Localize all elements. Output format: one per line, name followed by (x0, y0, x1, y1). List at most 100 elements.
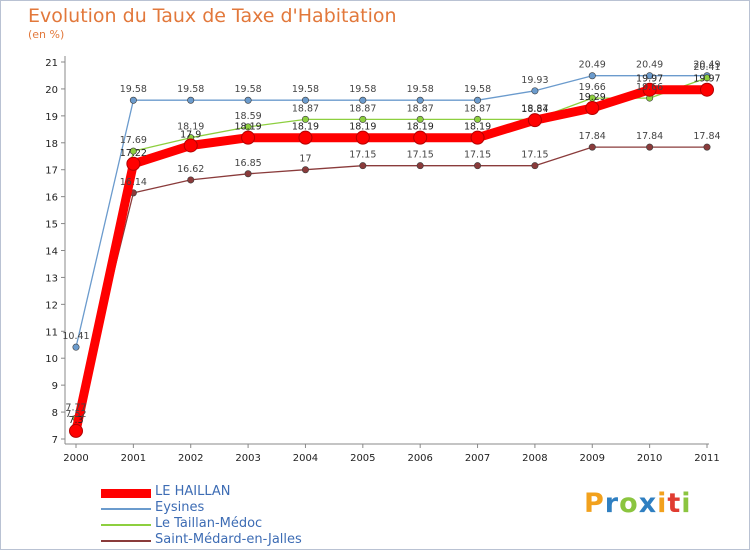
series-2-label-2: 18.19 (177, 122, 204, 133)
series-0-point-8 (527, 113, 542, 128)
series-0-label-8: 18.84 (521, 104, 548, 115)
logo-letter: i (681, 488, 692, 519)
series-1-point-7 (474, 96, 482, 104)
series-1-label-2: 19.58 (177, 84, 204, 95)
legend-item: Le Taillan-Médoc (101, 516, 421, 533)
series-0-point-7 (470, 130, 485, 145)
series-2-label-9: 19.66 (579, 82, 606, 93)
y-tick-label: 21 (45, 58, 58, 69)
y-tick-label: 11 (45, 327, 58, 338)
x-tick-label: 2000 (63, 453, 88, 464)
x-tick-label: 2010 (637, 453, 662, 464)
y-tick-label: 19 (45, 112, 58, 123)
series-1-label-5: 19.58 (349, 84, 376, 95)
x-tick-label: 2002 (178, 453, 203, 464)
y-tick-label: 9 (52, 381, 58, 392)
series-3-label-4: 17 (299, 154, 311, 165)
series-3-label-7: 17.15 (464, 150, 491, 161)
series-3-label-8: 17.15 (521, 150, 548, 161)
chart-series (69, 72, 714, 438)
y-tick-label: 16 (45, 193, 58, 204)
series-0-point-9 (585, 101, 600, 116)
series-3-label-3: 16.85 (234, 158, 261, 169)
logo-letter: i (657, 488, 668, 519)
legend-item: LE HAILLAN (101, 484, 421, 501)
series-1-label-0: 10.41 (62, 331, 89, 342)
series-1-point-3 (244, 96, 252, 104)
y-tick-label: 12 (45, 300, 58, 311)
series-3-point-6 (416, 162, 424, 170)
series-2-label-0: 7.77 (65, 402, 86, 413)
series-line-3 (75, 146, 708, 426)
series-1-label-7: 19.58 (464, 84, 491, 95)
series-1-point-4 (301, 96, 309, 104)
series-1-point-5 (359, 96, 367, 104)
x-tick-label: 2003 (235, 453, 260, 464)
series-3-label-5: 17.15 (349, 150, 376, 161)
y-tick-label: 10 (45, 354, 58, 365)
y-tick-label: 20 (45, 85, 58, 96)
series-0-label-9: 19.29 (579, 92, 606, 103)
series-3-point-2 (187, 176, 195, 184)
series-2-point-7 (474, 115, 482, 123)
series-1-label-10: 20.49 (636, 60, 663, 71)
legend-label: Eysines (155, 500, 205, 515)
chart-legend: LE HAILLAN Eysines Le Taillan-Médoc Saint-M… (101, 484, 421, 549)
logo-letter: x (638, 488, 658, 519)
series-1-point-1 (129, 96, 137, 104)
x-tick-label: 2006 (407, 453, 432, 464)
series-1-label-8: 19.93 (521, 75, 548, 86)
series-1-point-9 (588, 72, 596, 80)
series-1-label-9: 20.49 (579, 60, 606, 71)
series-0-point-6 (413, 130, 428, 145)
series-0-label-1: 17.22 (120, 148, 147, 159)
chart-axes: 7 8 9 10 11 12 13 14 15 16 17 18 19 20 21 2000 2001 2002 2… (45, 56, 720, 464)
x-tick-label: 2008 (522, 453, 547, 464)
series-3-label-9: 17.84 (579, 131, 606, 142)
series-1-point-10 (646, 72, 654, 80)
series-2-point-6 (416, 115, 424, 123)
series-0-point-5 (355, 130, 370, 145)
series-3-point-10 (646, 143, 654, 151)
series-1-point-0 (72, 343, 80, 351)
legend-item: Eysines (101, 500, 421, 517)
series-0-point-1 (126, 156, 141, 171)
series-3-point-3 (244, 170, 252, 178)
series-1-label-11: 20.49 (693, 60, 720, 71)
logo-letter: t (667, 488, 682, 519)
series-line-1 (75, 75, 708, 348)
series-0-label-4: 18.19 (292, 122, 319, 133)
y-tick-label: 7 (52, 435, 58, 446)
legend-label: LE HAILLAN (155, 484, 231, 499)
series-line-0 (71, 85, 712, 436)
series-3-point-8 (531, 162, 539, 170)
series-0-point-4 (298, 130, 313, 145)
series-2-label-1: 17.69 (120, 135, 147, 146)
legend-swatch (101, 540, 151, 542)
series-2-label-8: 18.87 (521, 103, 548, 114)
series-3-label-11: 17.84 (693, 131, 720, 142)
logo-letter: r (604, 488, 620, 519)
series-2-label-3: 18.59 (234, 111, 261, 122)
x-tick-label: 2011 (694, 453, 719, 464)
series-0-point-3 (241, 130, 256, 145)
series-3-label-0: 7.52 (65, 409, 86, 420)
chart-unit-label: (en %) (28, 28, 65, 41)
x-tick-label: 2001 (121, 453, 146, 464)
series-1-label-3: 19.58 (234, 84, 261, 95)
series-3-point-7 (474, 162, 482, 170)
series-0-point-10 (642, 82, 657, 97)
legend-swatch (101, 489, 151, 498)
series-2-point-1 (129, 147, 137, 155)
legend-label: Le Taillan-Médoc (155, 516, 263, 531)
y-tick-label: 14 (45, 247, 58, 258)
legend-item: Saint-Médard-en-Jalles (101, 532, 421, 549)
y-tick-label: 13 (45, 273, 58, 284)
series-2-label-11: 20.41 (693, 62, 720, 73)
series-3-label-6: 17.15 (407, 150, 434, 161)
series-0-label-6: 18.19 (407, 122, 434, 133)
series-2-point-11 (703, 74, 711, 82)
